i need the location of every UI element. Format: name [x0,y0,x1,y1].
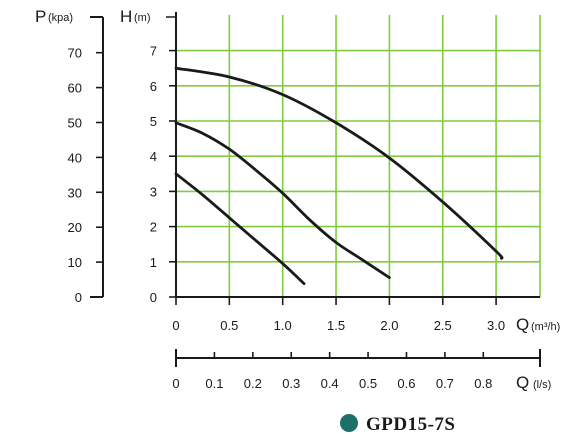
head-tick-label: 6 [150,79,157,94]
head-tick-label: 2 [150,220,157,235]
flow-axis-m3h-unit: (m³/h) [531,321,560,333]
flow-ls-tick-label: 0.3 [282,376,300,391]
pressure-axis-unit: (kpa) [48,12,73,24]
flow-ls-tick-label: 0 [172,376,179,391]
head-axis-symbol: H [120,7,132,26]
head-tick-label: 1 [150,255,157,270]
flow-ls-tick-label: 0.5 [359,376,377,391]
flow-axis-ls-symbol: Q [516,373,529,392]
pressure-axis-ticks: 0 10 20 30 40 50 60 70 [68,46,103,305]
flow-m3h-tick-label: 3.0 [487,318,505,333]
grid [176,15,541,297]
performance-curves [174,66,504,286]
flow-axis-ls-ticks: 0 0.1 0.2 0.3 0.4 0.5 0.6 0.7 0.8 [172,352,492,391]
model-marker-dot [340,414,358,432]
head-tick-label: 0 [150,290,157,305]
flow-m3h-tick-label: 0 [172,318,179,333]
flow-ls-tick-label: 0.4 [321,376,339,391]
flow-ls-tick-label: 0.7 [436,376,454,391]
pressure-tick-label: 50 [68,116,82,131]
pressure-tick-label: 0 [75,290,82,305]
head-tick-label: 7 [150,44,157,59]
flow-m3h-tick-label: 1.5 [327,318,345,333]
flow-ls-tick-label: 0.6 [397,376,415,391]
flow-axis-m3h-ticks: 0 0.5 1.0 1.5 2.0 2.5 3.0 [172,297,505,333]
pressure-tick-label: 30 [68,185,82,200]
head-tick-label: 5 [150,114,157,129]
head-tick-label: 3 [150,184,157,199]
model-label-group: GPD15-7S [340,414,456,434]
performance-curve-1 [174,66,504,260]
pressure-tick-label: 20 [68,220,82,235]
flow-m3h-tick-label: 1.0 [274,318,292,333]
head-axis: H (m) [120,7,177,298]
flow-m3h-tick-label: 2.5 [434,318,452,333]
pressure-tick-label: 60 [68,81,82,96]
pressure-axis-symbol: P [35,7,46,26]
flow-axis-m3h: Q (m³/h) [176,296,560,334]
head-tick-label: 4 [150,149,157,164]
pressure-tick-label: 70 [68,46,82,61]
head-axis-ticks: 0 1 2 3 4 5 6 7 [150,44,176,305]
flow-ls-tick-label: 0.2 [244,376,262,391]
head-axis-unit: (m) [134,12,151,24]
pressure-tick-label: 40 [68,150,82,165]
flow-m3h-tick-label: 2.0 [380,318,398,333]
flow-m3h-tick-label: 0.5 [220,318,238,333]
flow-axis-m3h-symbol: Q [516,315,529,334]
performance-curve-3 [174,172,306,286]
model-label: GPD15-7S [366,414,456,434]
pressure-tick-label: 10 [68,255,82,270]
flow-ls-tick-label: 0.1 [205,376,223,391]
performance-curve-2 [174,121,391,280]
flow-ls-tick-label: 0.8 [474,376,492,391]
flow-axis-ls-unit: (l/s) [533,379,551,391]
